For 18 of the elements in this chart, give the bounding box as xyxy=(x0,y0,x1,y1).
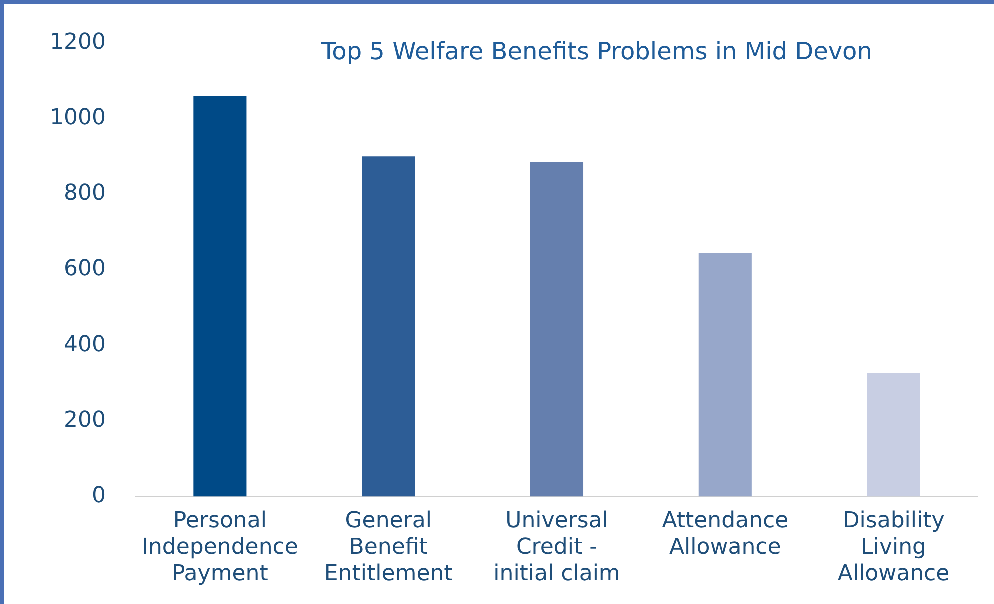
x-tick-label: Personal Independence Payment xyxy=(142,508,298,587)
bar xyxy=(698,252,752,497)
x-tick-label: Disability Living Allowance xyxy=(838,508,950,587)
bar xyxy=(530,162,584,497)
y-tick-label: 1200 xyxy=(50,30,106,55)
bar xyxy=(867,373,920,497)
x-tick-label: Attendance Allowance xyxy=(662,508,789,560)
y-tick-label: 0 xyxy=(92,484,106,509)
bar xyxy=(362,156,416,497)
x-tick-label: Universal Credit - initial claim xyxy=(494,508,620,587)
bar xyxy=(194,96,247,497)
y-tick-label: 800 xyxy=(64,181,106,206)
y-tick-label: 1000 xyxy=(50,106,106,131)
y-tick-label: 200 xyxy=(64,408,106,433)
chart-title: Top 5 Welfare Benefits Problems in Mid Devon xyxy=(320,37,872,66)
y-tick-label: 600 xyxy=(64,256,106,282)
y-tick-label: 400 xyxy=(64,332,106,358)
x-tick-label: General Benefit Entitlement xyxy=(324,508,454,587)
